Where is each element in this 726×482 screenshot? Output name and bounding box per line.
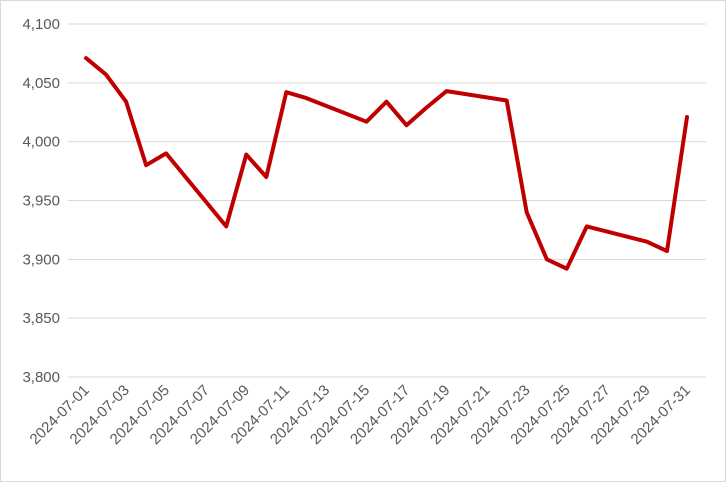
- y-tick-label: 4,050: [22, 75, 60, 92]
- data-line: [84, 56, 689, 271]
- y-tick-label: 3,950: [22, 193, 60, 210]
- y-tick-label: 3,900: [22, 251, 60, 268]
- y-tick-label: 4,000: [22, 134, 60, 151]
- y-tick-label: 3,800: [22, 369, 60, 386]
- y-tick-label: 3,850: [22, 310, 60, 327]
- y-tick-label: 4,100: [22, 16, 60, 33]
